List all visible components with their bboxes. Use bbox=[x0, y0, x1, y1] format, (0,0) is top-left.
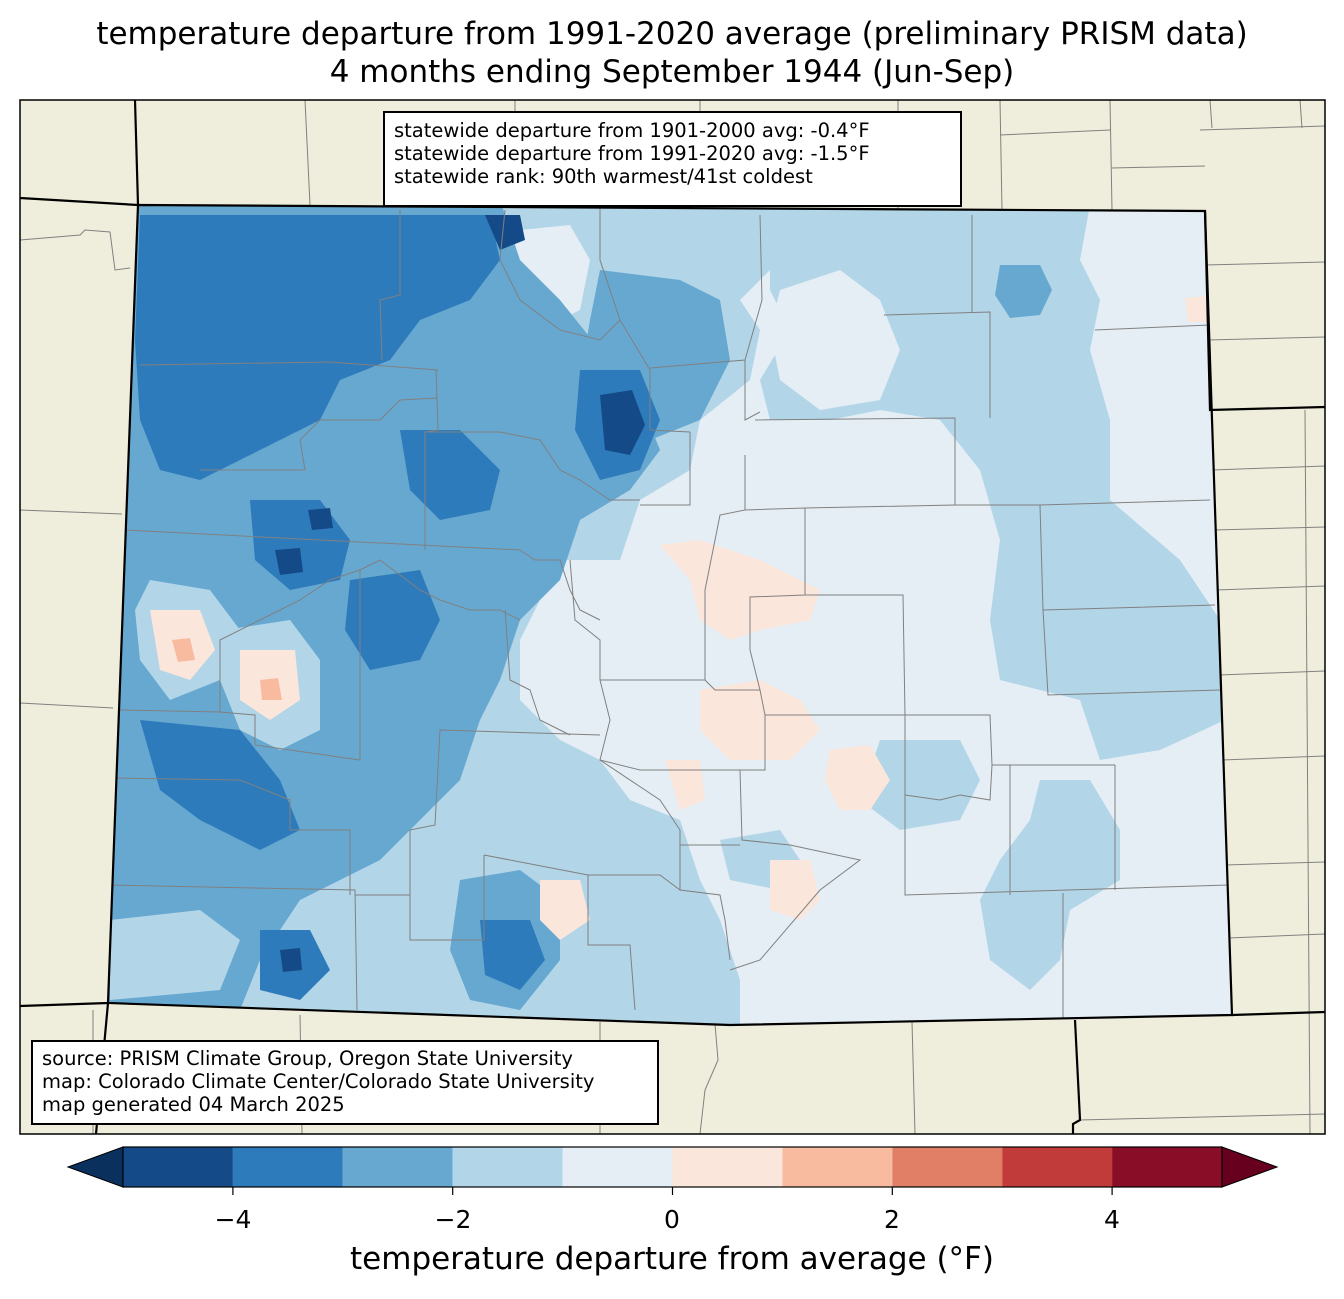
map-credit-line: map: Colorado Climate Center/Colorado St… bbox=[42, 1070, 595, 1093]
colorbar-tick-label: 0 bbox=[664, 1205, 680, 1234]
statewide-stats-box: statewide departure from 1901-2000 avg: … bbox=[383, 111, 962, 207]
state-borders bbox=[20, 100, 1325, 1134]
stats-rank: statewide rank: 90th warmest/41st coldes… bbox=[394, 165, 813, 188]
colorbar-tick-label: 2 bbox=[884, 1205, 900, 1234]
generated-date-line: map generated 04 March 2025 bbox=[42, 1093, 345, 1116]
colorbar-bin bbox=[1112, 1147, 1222, 1187]
temperature-contours bbox=[108, 205, 1231, 1025]
stats-departure-1901-2000: statewide departure from 1901-2000 avg: … bbox=[394, 119, 870, 142]
map-frame-border bbox=[19, 99, 1326, 1135]
map-subtitle: 4 months ending September 1944 (Jun-Sep) bbox=[329, 54, 1015, 90]
colorbar-bin bbox=[672, 1147, 783, 1187]
source-line: source: PRISM Climate Group, Oregon Stat… bbox=[42, 1047, 573, 1070]
colorbar-bin bbox=[232, 1147, 343, 1187]
colorbar-label: temperature departure from average (°F) bbox=[350, 1241, 994, 1277]
map-title: temperature departure from 1991-2020 ave… bbox=[96, 16, 1248, 52]
source-box: source: PRISM Climate Group, Oregon Stat… bbox=[31, 1040, 659, 1125]
stats-departure-1991-2020: statewide departure from 1991-2020 avg: … bbox=[394, 142, 870, 165]
colorbar-bin bbox=[342, 1147, 453, 1187]
colorado-border bbox=[106, 203, 1234, 1027]
colorbar-bin bbox=[892, 1147, 1003, 1187]
colorbar-bin bbox=[782, 1147, 893, 1187]
colorbar-bin bbox=[452, 1147, 563, 1187]
colorbar-tick-label: −2 bbox=[434, 1205, 472, 1234]
colorbar-bin bbox=[562, 1147, 673, 1187]
colorbar-over-arrow bbox=[1221, 1146, 1279, 1188]
colorbar-tick-label: −4 bbox=[214, 1205, 252, 1234]
colorbar-tick-label: 4 bbox=[1104, 1205, 1120, 1234]
colorbar-bin bbox=[1002, 1147, 1113, 1187]
colorbar-under-arrow bbox=[66, 1146, 124, 1188]
colorbar-bin bbox=[123, 1147, 233, 1187]
